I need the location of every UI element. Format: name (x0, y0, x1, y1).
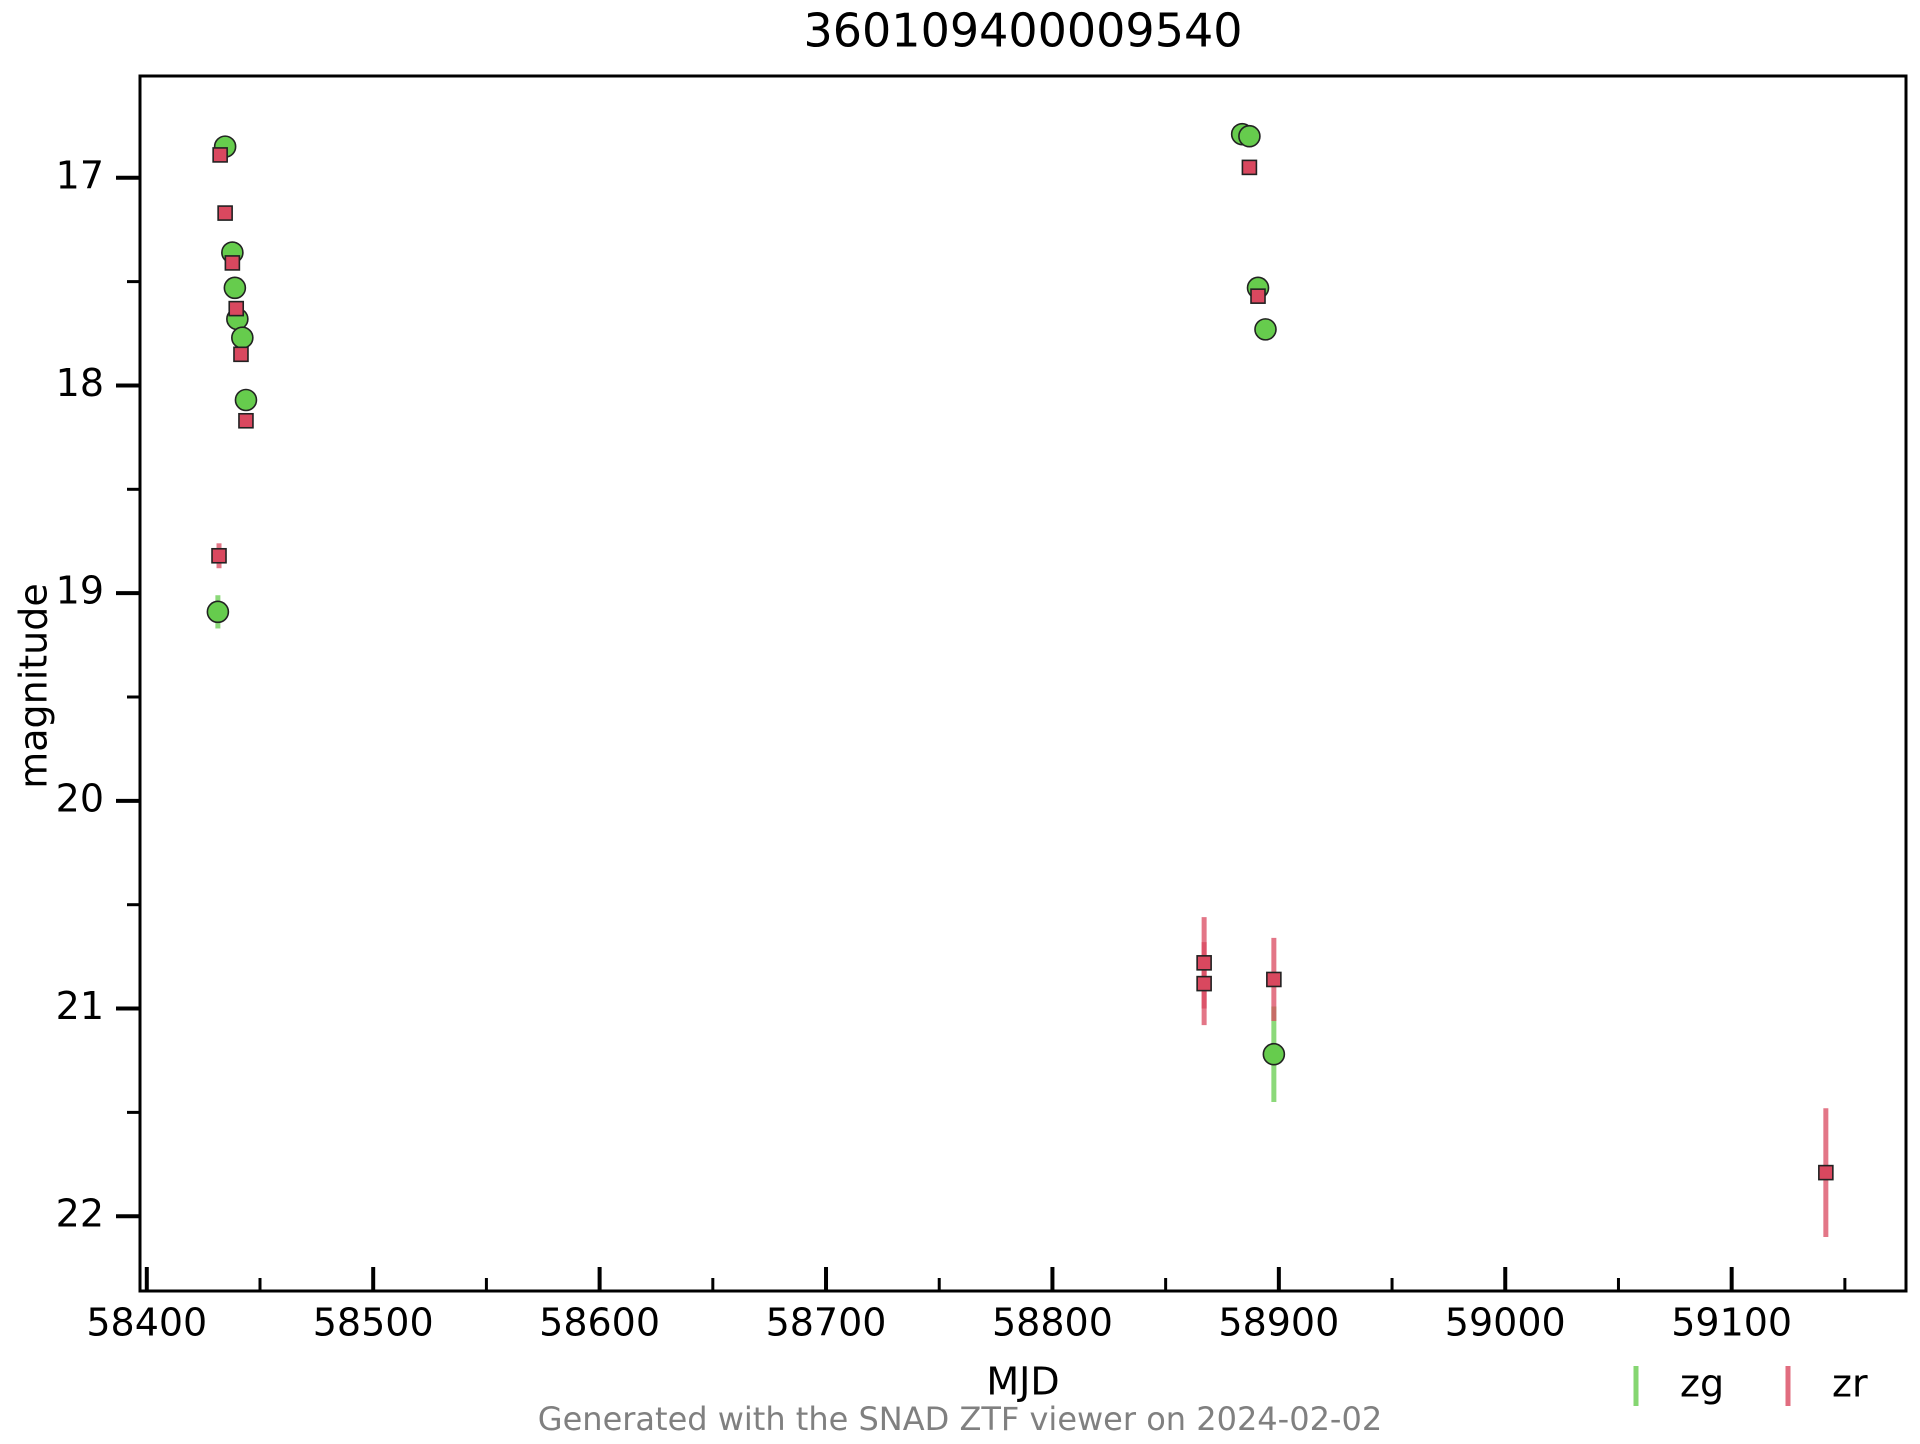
point (212, 147, 228, 163)
point (1196, 975, 1212, 992)
point (238, 412, 254, 429)
point (1266, 971, 1282, 988)
x-axis-label: MJD (986, 1360, 1059, 1404)
x-tick-label: 58500 (313, 1301, 434, 1345)
point (211, 547, 227, 564)
point (1818, 1164, 1834, 1181)
y-tick-label: 22 (56, 1192, 104, 1236)
legend-label: zr (1832, 1362, 1868, 1406)
point (1250, 288, 1266, 304)
x-tick-label: 58600 (539, 1301, 660, 1345)
x-tick-label: 58700 (766, 1301, 887, 1345)
point (1262, 1042, 1286, 1066)
point (206, 600, 230, 624)
y-tick-label: 21 (56, 984, 104, 1028)
point (231, 326, 254, 349)
point (233, 346, 249, 363)
point (224, 255, 241, 271)
point (1241, 159, 1258, 176)
x-tick-label: 59000 (1445, 1301, 1566, 1345)
point (217, 205, 233, 221)
x-tick-label: 58900 (1218, 1301, 1339, 1345)
point (1238, 124, 1261, 148)
point (228, 300, 245, 317)
point (1196, 955, 1212, 971)
legend-label: zg (1680, 1362, 1724, 1406)
y-tick-label: 19 (56, 569, 104, 613)
y-axis-label: magnitude (12, 583, 56, 789)
y-tick-label: 18 (56, 361, 104, 405)
point (223, 276, 247, 300)
y-tick-label: 17 (56, 153, 104, 197)
y-tick-label: 20 (56, 776, 104, 820)
x-tick-label: 58800 (992, 1301, 1113, 1345)
x-tick-label: 59100 (1671, 1301, 1792, 1345)
x-tick-label: 58400 (86, 1301, 207, 1345)
point (234, 388, 258, 412)
point (1254, 318, 1277, 341)
chart-title: 360109400009540 (804, 4, 1243, 58)
footer: Generated with the SNAD ZTF viewer on 20… (538, 1400, 1382, 1438)
plot-frame (138, 74, 1908, 1293)
